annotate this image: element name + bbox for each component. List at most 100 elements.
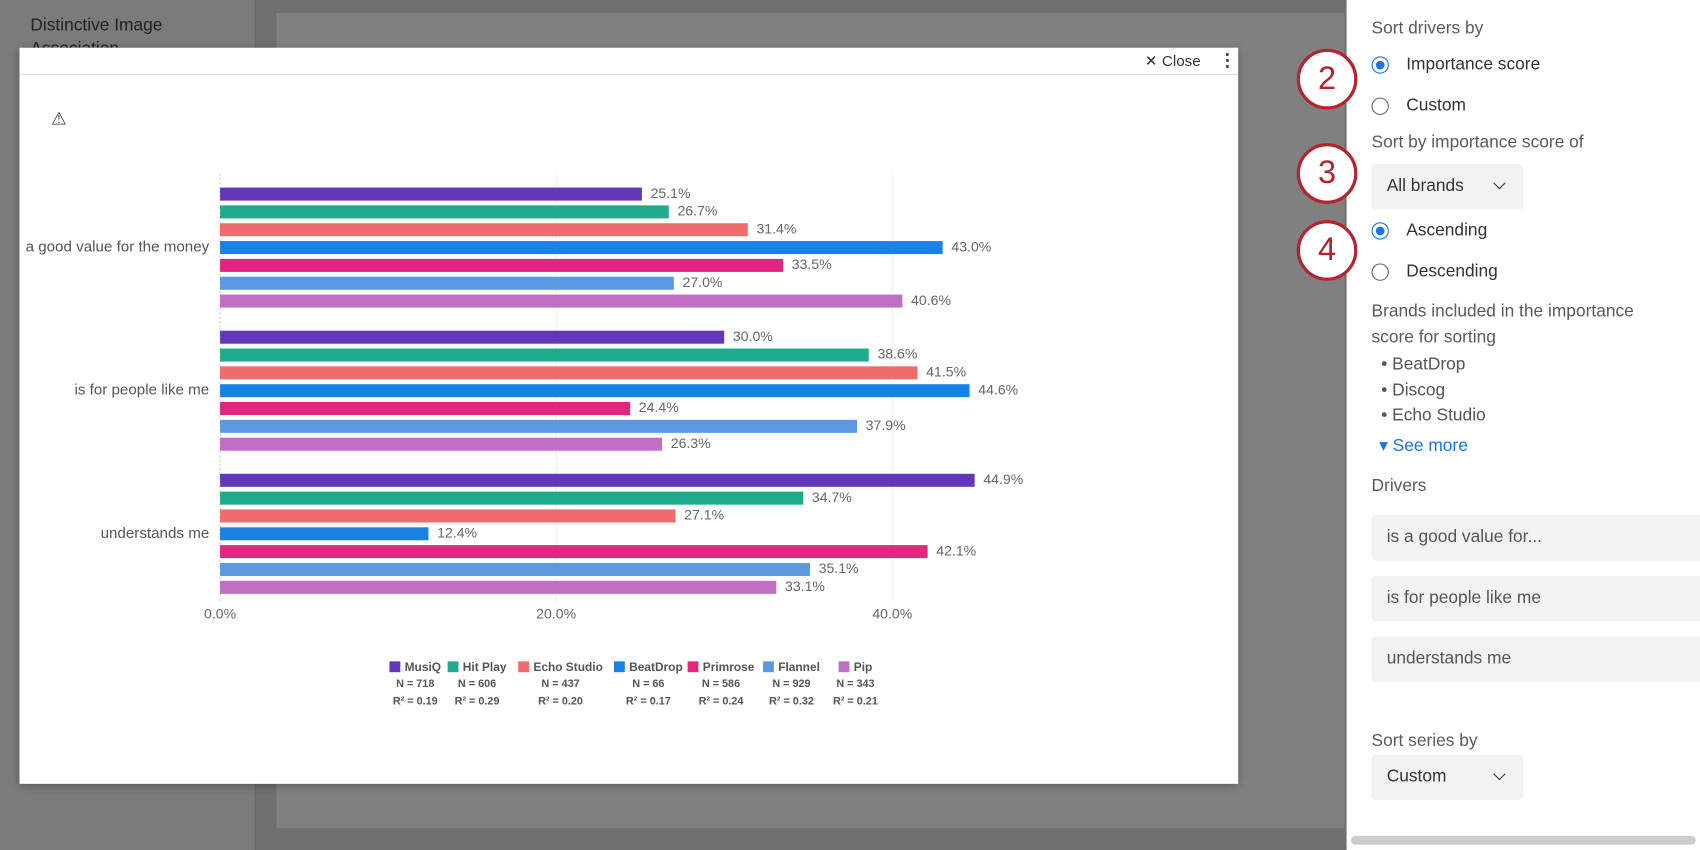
option-label[interactable]: Ascending — [1406, 221, 1488, 240]
value-label: 26.3% — [671, 435, 711, 451]
value-label: 35.1% — [819, 560, 859, 576]
bar — [220, 276, 674, 290]
legend-r2: R² = 0.21 — [833, 695, 878, 707]
link-text: See more — [1392, 436, 1468, 456]
dropdown-value: All brands — [1386, 176, 1464, 196]
legend-label: BeatDrop — [629, 660, 683, 674]
legend-label: Pip — [854, 660, 873, 674]
legend-swatch — [447, 661, 459, 673]
legend-n: N = 929 — [772, 678, 810, 690]
driver-item[interactable]: understands me — [1371, 636, 1700, 682]
legend-swatch — [838, 661, 850, 673]
brand-name: BeatDrop — [1392, 355, 1466, 375]
legend-swatch — [389, 661, 401, 673]
x-tick-label: 0.0% — [204, 605, 237, 621]
section-label: Sort by importance score of — [1371, 133, 1584, 152]
value-label: 25.1% — [651, 185, 691, 201]
more-menu[interactable]: ⋮ — [1218, 52, 1236, 71]
value-label: 38.6% — [877, 346, 917, 362]
value-label: 34.7% — [812, 489, 852, 505]
legend-n: N = 606 — [458, 678, 496, 690]
brand-item: • BeatDrop — [1381, 355, 1466, 375]
bar — [220, 419, 858, 433]
legend-r2: R² = 0.19 — [393, 695, 438, 707]
legend-swatch — [763, 661, 774, 673]
value-label: 33.5% — [792, 256, 832, 272]
bar — [220, 527, 429, 541]
scrollbar[interactable] — [1350, 835, 1696, 845]
value-label: 31.4% — [756, 220, 796, 236]
legend-swatch — [687, 661, 699, 673]
chart: 0.0% 20.0% 40.0% a good value for the money… — [26, 173, 1024, 707]
close-label: Close — [1161, 52, 1201, 70]
radio-button[interactable] — [1371, 56, 1389, 74]
x-tick-label: 40.0% — [872, 605, 912, 621]
option-label[interactable]: Importance score — [1406, 55, 1541, 74]
bar — [220, 241, 943, 255]
bar — [220, 366, 918, 380]
option-label[interactable]: Descending — [1406, 262, 1498, 281]
dropdown-value: Custom — [1386, 767, 1447, 787]
driver-item[interactable]: is for people like me — [1371, 575, 1700, 622]
section-label: Brands included in the importance score … — [1371, 302, 1634, 347]
bar — [220, 205, 669, 219]
value-label: 41.5% — [926, 364, 966, 380]
bar — [220, 473, 975, 487]
legend-n: N = 718 — [396, 678, 434, 690]
step-badge: 4 — [1296, 220, 1358, 281]
bar — [220, 491, 804, 505]
brand-name: Echo Studio — [1392, 406, 1486, 426]
driver-label: is a good value for... — [1386, 528, 1542, 547]
section-label: Sort series by — [1371, 731, 1478, 751]
legend-label: Primrose — [703, 660, 755, 674]
legend-n: N = 586 — [702, 678, 740, 690]
category-label: a good value for the money — [26, 239, 210, 256]
bar — [220, 348, 869, 362]
driver-label: is for people like me — [1386, 588, 1541, 608]
value-label: 12.4% — [437, 525, 477, 541]
legend-swatch — [613, 661, 625, 673]
brand-dropdown[interactable]: All brands — [1371, 163, 1524, 210]
option-label[interactable]: Custom — [1406, 96, 1466, 115]
value-label: 30.0% — [733, 328, 773, 344]
modal-header — [19, 48, 1239, 75]
value-label: 42.1% — [936, 542, 976, 558]
category-label: understands me — [101, 525, 210, 542]
modal: ✕ Close ⋮ ⚠ — [19, 47, 1239, 784]
driver-item[interactable]: is a good value for... — [1371, 514, 1700, 561]
close-button[interactable]: ✕ Close — [1144, 52, 1201, 70]
bar — [220, 402, 631, 416]
bar — [220, 187, 642, 201]
radio-button[interactable] — [1371, 222, 1389, 240]
section-label: Sort drivers by — [1371, 19, 1484, 38]
bar — [220, 258, 784, 272]
step-badge: 2 — [1296, 48, 1358, 110]
radio-button[interactable] — [1371, 263, 1389, 281]
legend-r2: R² = 0.17 — [626, 695, 671, 707]
brand-name: Discog — [1392, 381, 1446, 401]
value-label: 24.4% — [639, 399, 679, 415]
value-label: 44.9% — [983, 471, 1023, 487]
radio-button[interactable] — [1371, 97, 1389, 115]
legend-label: MusiQ — [405, 660, 441, 674]
bar — [220, 509, 676, 523]
bar — [220, 223, 748, 237]
legend-label: Flannel — [778, 660, 820, 674]
settings-panel — [1346, 0, 1700, 850]
see-more-link[interactable]: ▾ See more — [1379, 436, 1468, 456]
bar — [220, 437, 663, 451]
legend-swatch — [518, 661, 530, 673]
brand-item: • Discog — [1381, 381, 1446, 401]
series-dropdown[interactable]: Custom — [1371, 754, 1524, 801]
bar — [220, 294, 903, 308]
bar — [220, 580, 777, 594]
value-label: 44.6% — [978, 381, 1018, 397]
section-label: Drivers — [1371, 477, 1427, 496]
legend-label: Echo Studio — [533, 660, 602, 674]
value-label: 33.1% — [785, 578, 825, 594]
driver-label: understands me — [1386, 649, 1512, 668]
legend-n: N = 437 — [541, 678, 579, 690]
warning-icon[interactable]: ⚠ — [50, 110, 67, 130]
